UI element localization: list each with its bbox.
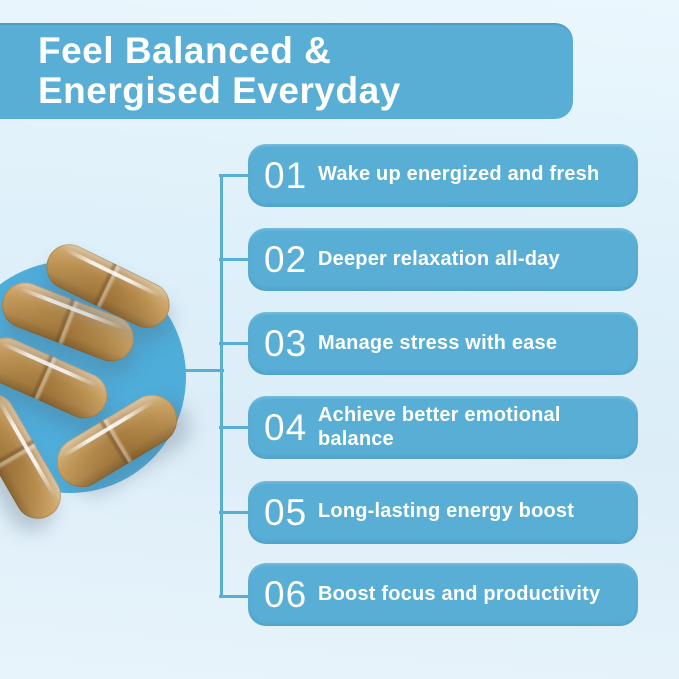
connector-stub-6 xyxy=(219,594,249,598)
benefit-number: 01 xyxy=(264,154,308,196)
benefit-text: Boost focus and productivity xyxy=(318,582,601,605)
benefit-item-3: 03 Manage stress with ease xyxy=(248,312,638,376)
header-banner: Feel Balanced & Energised Everyday xyxy=(0,23,573,119)
benefit-text: Manage stress with ease xyxy=(318,331,558,354)
benefit-number: 05 xyxy=(264,491,308,533)
benefit-number: 02 xyxy=(264,238,308,280)
benefit-item-4: 04 Achieve better emotional balance xyxy=(248,396,638,460)
benefit-text: Deeper relaxation all-day xyxy=(318,247,560,270)
benefit-item-5: 05 Long-lasting energy boost xyxy=(248,480,638,544)
title-line-1: Feel Balanced & xyxy=(38,30,332,71)
connector-stub-5 xyxy=(219,510,249,514)
capsule-shine xyxy=(64,247,162,298)
connector-stub-2 xyxy=(219,257,249,261)
benefit-item-6: 06 Boost focus and productivity xyxy=(248,563,638,626)
connector-stub-4 xyxy=(219,426,249,430)
benefit-text: Wake up energized and fresh xyxy=(318,163,600,186)
benefit-number: 06 xyxy=(264,574,308,615)
benefit-text: Long-lasting energy boost xyxy=(318,500,575,523)
title-line-2: Energised Everyday xyxy=(38,70,401,111)
benefit-number: 04 xyxy=(264,407,308,449)
benefit-item-2: 02 Deeper relaxation all-day xyxy=(248,227,638,291)
connector-vertical-line xyxy=(220,174,223,596)
connector-circle-branch xyxy=(182,369,224,372)
benefit-number: 03 xyxy=(264,323,308,365)
benefit-text: Achieve better emotional balance xyxy=(318,404,561,450)
connector-stub-3 xyxy=(219,342,249,346)
benefit-item-1: 01 Wake up energized and fresh xyxy=(248,143,638,207)
connector-stub-1 xyxy=(219,173,249,177)
